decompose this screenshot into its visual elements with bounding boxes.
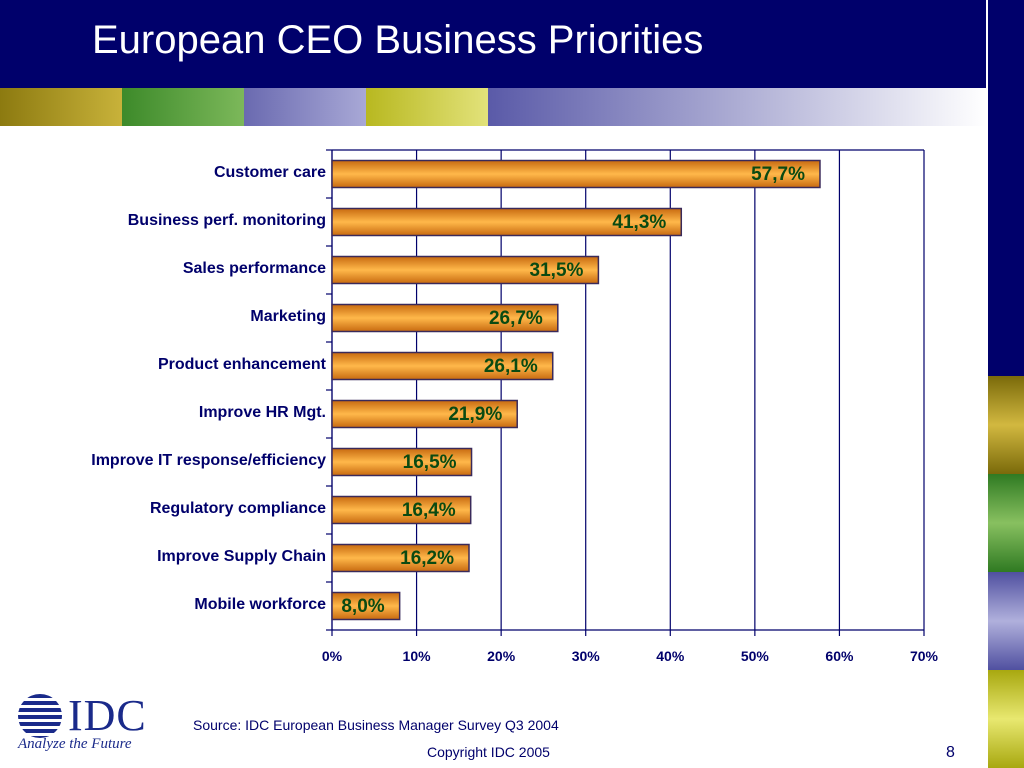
- bar: [331, 591, 401, 621]
- value-label: 41,3%: [612, 212, 667, 233]
- side-panel-navy: [988, 88, 1024, 376]
- x-tick-label: 20%: [487, 648, 516, 664]
- bar: [331, 543, 470, 573]
- category-label: Customer care: [213, 164, 326, 181]
- value-label: 16,4%: [401, 500, 456, 521]
- side-panel-yellow: [988, 670, 1024, 768]
- decorative-strip-green: [122, 88, 244, 126]
- bar-layer: [331, 159, 821, 621]
- decorative-strip-fade: [488, 88, 986, 126]
- copyright-note: Copyright IDC 2005: [427, 744, 550, 760]
- title-bar-corner: [988, 0, 1024, 88]
- decorative-strip-yellow: [366, 88, 488, 126]
- x-tick-label: 70%: [909, 648, 939, 664]
- logo-name: IDC: [68, 691, 147, 740]
- value-label: 26,7%: [488, 308, 543, 329]
- title-bar: [0, 0, 986, 88]
- value-label: 31,5%: [529, 260, 584, 281]
- bar: [331, 207, 683, 237]
- value-label: 16,2%: [400, 548, 455, 569]
- side-panel-gold: [988, 376, 1024, 474]
- x-tick-label: 10%: [402, 648, 431, 664]
- category-label: Improve HR Mgt.: [198, 404, 326, 421]
- bar: [331, 351, 554, 381]
- decorative-strip-blue: [244, 88, 366, 126]
- category-label: Improve IT response/efficiency: [91, 452, 326, 469]
- idc-logo: IDC Analyze the Future: [16, 691, 164, 758]
- category-label: Regulatory compliance: [149, 500, 326, 517]
- slide-title: European CEO Business Priorities: [92, 18, 704, 62]
- source-note: Source: IDC European Business Manager Su…: [193, 717, 559, 733]
- decorative-strip-gold: [0, 88, 122, 126]
- x-tick-label: 40%: [656, 648, 685, 664]
- page-number: 8: [946, 744, 955, 761]
- value-label: 57,7%: [751, 164, 805, 185]
- globe-icon: [18, 694, 62, 738]
- bar: [331, 303, 559, 333]
- bar: [331, 399, 518, 429]
- logo-tagline: Analyze the Future: [18, 736, 132, 752]
- category-label: Improve Supply Chain: [157, 548, 326, 565]
- value-label: 16,5%: [402, 452, 457, 473]
- side-panel-blue: [988, 572, 1024, 670]
- x-tick-label: 50%: [740, 648, 769, 664]
- category-label: Mobile workforce: [194, 596, 326, 613]
- bar: [331, 495, 472, 525]
- value-label: 21,9%: [448, 404, 503, 425]
- bar: [331, 447, 473, 477]
- category-label: Product enhancement: [157, 356, 326, 373]
- x-tick-label: 30%: [571, 648, 600, 664]
- bar: [331, 255, 600, 285]
- value-label: 8,0%: [341, 596, 385, 617]
- side-panel-green: [988, 474, 1024, 572]
- category-label: Business perf. monitoring: [127, 212, 326, 229]
- category-label: Sales performance: [182, 260, 326, 277]
- category-label: Marketing: [250, 308, 326, 325]
- value-label: 26,1%: [483, 356, 538, 377]
- x-tick-label: 60%: [825, 648, 854, 664]
- x-tick-label: 0%: [321, 648, 343, 664]
- bar: [331, 159, 821, 189]
